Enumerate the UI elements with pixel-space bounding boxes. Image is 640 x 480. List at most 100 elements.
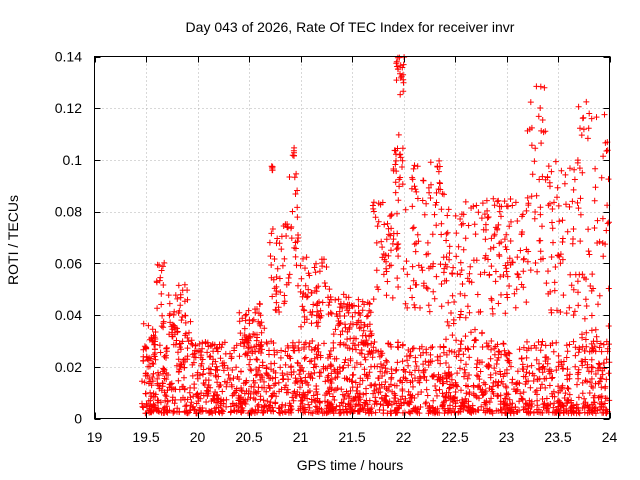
data-point xyxy=(433,222,440,229)
data-point xyxy=(436,386,443,393)
data-point xyxy=(389,294,396,301)
data-point xyxy=(434,353,441,360)
data-point xyxy=(363,313,370,320)
data-point xyxy=(488,346,494,353)
data-point xyxy=(341,359,348,366)
data-point xyxy=(432,383,439,389)
data-point xyxy=(336,402,343,409)
data-point xyxy=(448,348,455,355)
data-point xyxy=(488,295,495,302)
data-point xyxy=(389,240,396,247)
data-point xyxy=(273,274,280,280)
data-point xyxy=(382,379,389,385)
data-point xyxy=(482,255,488,262)
data-point xyxy=(287,406,294,413)
data-point xyxy=(564,372,570,379)
data-point xyxy=(297,403,304,410)
data-point xyxy=(582,296,589,303)
data-point xyxy=(567,165,573,172)
data-point xyxy=(566,203,573,210)
data-point xyxy=(488,263,495,270)
data-point xyxy=(527,267,534,274)
data-point xyxy=(337,410,344,417)
data-point xyxy=(322,398,328,405)
data-point xyxy=(186,329,192,336)
data-point xyxy=(586,348,593,355)
data-point xyxy=(392,161,399,168)
data-point xyxy=(393,157,399,164)
data-point xyxy=(462,395,469,402)
data-point xyxy=(367,328,374,335)
data-point xyxy=(534,268,541,275)
data-point xyxy=(600,153,607,160)
data-point xyxy=(323,410,330,417)
data-point xyxy=(397,91,404,98)
data-point xyxy=(310,364,317,371)
data-point xyxy=(555,363,562,370)
data-point xyxy=(461,292,468,299)
data-point xyxy=(423,251,430,258)
data-point xyxy=(423,349,430,356)
data-point xyxy=(428,344,434,351)
data-point xyxy=(143,345,150,352)
data-point xyxy=(330,339,337,346)
data-point xyxy=(315,319,322,326)
data-point xyxy=(179,338,186,345)
data-point xyxy=(542,342,549,349)
data-point xyxy=(274,265,281,272)
data-point xyxy=(465,346,472,353)
data-point xyxy=(311,369,318,376)
data-point xyxy=(205,365,212,372)
data-point xyxy=(473,337,479,344)
x-tick-label: 23 xyxy=(499,429,515,445)
data-point xyxy=(596,238,603,245)
data-point xyxy=(245,349,252,355)
x-tick-label: 24 xyxy=(602,429,618,445)
data-point xyxy=(459,396,466,403)
data-point xyxy=(532,145,539,152)
data-point xyxy=(591,225,598,231)
data-point xyxy=(175,282,182,289)
data-point xyxy=(335,296,342,303)
data-point xyxy=(229,367,236,373)
data-point xyxy=(411,301,418,308)
data-point xyxy=(349,407,356,413)
data-point xyxy=(395,131,402,138)
x-tick-label: 22.5 xyxy=(441,429,468,445)
data-point xyxy=(311,397,318,404)
data-point xyxy=(525,408,532,415)
data-point xyxy=(426,189,433,196)
data-point xyxy=(554,184,561,191)
data-point xyxy=(301,319,308,326)
data-point xyxy=(381,221,388,228)
data-point xyxy=(199,356,206,363)
data-point xyxy=(489,388,496,395)
data-point xyxy=(554,398,561,405)
data-point xyxy=(343,406,350,413)
data-point xyxy=(315,283,322,290)
data-point xyxy=(349,346,356,353)
data-point xyxy=(263,370,270,376)
data-point xyxy=(525,248,532,255)
data-point xyxy=(356,408,363,415)
data-point xyxy=(410,383,416,390)
data-point xyxy=(514,368,521,375)
data-point xyxy=(287,364,294,371)
data-point xyxy=(140,358,147,364)
data-point xyxy=(214,399,221,405)
data-point xyxy=(355,303,362,310)
data-point xyxy=(511,386,517,393)
data-point xyxy=(357,361,364,368)
data-point xyxy=(228,381,235,388)
data-point xyxy=(305,270,312,277)
data-point xyxy=(546,366,553,373)
data-point xyxy=(379,254,386,261)
data-point xyxy=(489,310,496,317)
data-point xyxy=(527,384,534,391)
data-point xyxy=(491,202,498,209)
data-point xyxy=(560,292,567,299)
data-point xyxy=(246,361,253,368)
data-point xyxy=(375,218,382,225)
data-point xyxy=(569,198,576,205)
data-point xyxy=(556,218,563,225)
